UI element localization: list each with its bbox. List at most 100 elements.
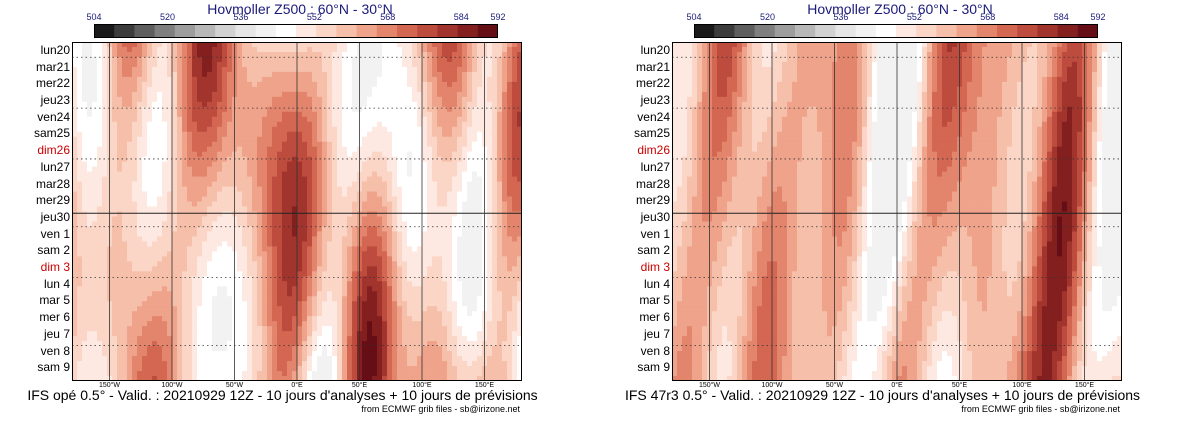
y-tick-label: dim26 <box>637 143 670 158</box>
colorbar-swatch <box>1077 24 1098 38</box>
y-tick-label: dim 3 <box>40 260 70 275</box>
x-tick-label: 150°W <box>98 382 121 389</box>
colorbar-swatch <box>936 24 958 38</box>
colorbar-swatch <box>376 24 398 38</box>
colorbar-tick-label: 552 <box>906 12 922 22</box>
colorbar-swatch <box>1057 24 1079 38</box>
y-tick-label: dim 3 <box>640 260 670 275</box>
colorbar-swatch <box>997 24 1018 38</box>
colorbar-tick-label: 584 <box>1053 12 1069 22</box>
colorbar-tick-label: 584 <box>453 12 469 22</box>
colorbar-swatch <box>215 24 236 38</box>
y-tick-label: mar28 <box>635 176 670 191</box>
y-tick-label: jeu23 <box>40 93 70 108</box>
y-tick-label: ven 8 <box>40 343 70 358</box>
colorbar-outline <box>94 24 498 38</box>
y-tick-label: ven24 <box>37 109 70 124</box>
x-axis-labels: 150°W 100°W 50°W 0°E 50°E 100°E 150°E <box>72 382 522 392</box>
colorbar-swatch <box>195 24 216 38</box>
colorbar-swatch <box>235 24 257 38</box>
chart-footer: IFS 47r3 0.5° - Valid. : 20210929 12Z - … <box>624 387 1141 403</box>
y-tick-label: mer29 <box>35 193 70 208</box>
plot-frame <box>72 42 522 381</box>
colorbar-swatch <box>956 24 978 38</box>
colorbar-swatch <box>457 24 479 38</box>
colorbar-tick-label: 592 <box>1090 12 1106 22</box>
y-tick-label: lun 4 <box>43 276 70 291</box>
y-tick-label: mer 6 <box>39 310 70 325</box>
y-tick-label: dim26 <box>37 143 70 158</box>
y-tick-label: mer22 <box>35 76 70 91</box>
x-tick-label: 100°E <box>1012 382 1032 389</box>
colorbar-swatch <box>296 24 317 38</box>
colorbar-swatch <box>134 24 156 38</box>
colorbar-swatch <box>94 24 115 38</box>
hovmoller-plot <box>72 42 522 381</box>
colorbar-swatch <box>174 24 196 38</box>
colorbar-swatch <box>815 24 836 38</box>
y-tick-label: sam 2 <box>37 243 70 258</box>
y-tick-label: ven 1 <box>640 226 670 241</box>
hovmoller-panel-ifs-ope: Hovmoller Z500 : 60°N - 30°N 504 520 536 55… <box>0 1 600 414</box>
colorbar-swatch <box>795 24 816 38</box>
colorbar-swatch <box>477 24 498 38</box>
x-tick-label: 50°W <box>225 382 244 389</box>
x-tick-label: 150°W <box>698 382 721 389</box>
colorbar <box>694 24 1098 38</box>
colorbar-swatch <box>114 24 135 38</box>
y-tick-label: mar21 <box>635 59 670 74</box>
y-tick-label: jeu 7 <box>643 326 670 341</box>
x-tick-label: 50°E <box>951 382 968 389</box>
y-tick-label: mer22 <box>635 76 670 91</box>
y-tick-label: jeu30 <box>40 209 70 224</box>
colorbar <box>94 24 498 38</box>
colorbar-swatch <box>734 24 756 38</box>
y-tick-label: jeu23 <box>640 93 670 108</box>
y-tick-label: sam 9 <box>637 360 670 375</box>
hovmoller-plot <box>672 42 1122 381</box>
colorbar-swatch <box>336 24 358 38</box>
y-tick-label: ven24 <box>637 109 670 124</box>
x-tick-label: 0°E <box>891 382 903 389</box>
y-tick-label: jeu 7 <box>43 326 70 341</box>
colorbar-swatch <box>417 24 438 38</box>
x-tick-label: 100°W <box>761 382 783 389</box>
y-tick-label: sam 2 <box>637 243 670 258</box>
colorbar-swatch <box>356 24 378 38</box>
hovmoller-panel-ifs-47r3: Hovmoller Z500 : 60°N - 30°N 504 520 536 55… <box>600 0 1200 424</box>
colorbar-swatch <box>275 24 297 38</box>
y-tick-label: lun20 <box>640 43 670 57</box>
y-tick-label: ven 1 <box>40 226 70 241</box>
source-credit: from ECMWF grib files - sb@irizone.net <box>361 404 520 414</box>
colorbar-tick-label: 504 <box>86 12 102 22</box>
x-tick-label: 150°E <box>474 382 495 389</box>
x-tick-label: 50°W <box>825 382 844 389</box>
colorbar-tick-labels: 504 520 536 552 568 584 592 <box>0 12 600 24</box>
colorbar-tick-label: 520 <box>759 12 775 22</box>
colorbar-swatch <box>896 24 917 38</box>
chart-footer: IFS opé 0.5° - Valid. : 20210929 12Z - 1… <box>27 387 538 403</box>
y-tick-label: mar28 <box>35 176 70 191</box>
y-tick-label: mar 5 <box>39 293 70 308</box>
y-tick-label: mer 6 <box>639 310 670 325</box>
y-tick-label: ven 8 <box>640 343 670 358</box>
source-credit: from ECMWF grib files - sb@irizone.net <box>961 404 1120 414</box>
colorbar-swatch <box>875 24 897 38</box>
colorbar-tick-label: 592 <box>490 12 506 22</box>
colorbar-swatch <box>976 24 998 38</box>
colorbar-swatch <box>774 24 796 38</box>
y-tick-label: mer29 <box>635 193 670 208</box>
x-tick-label: 50°E <box>351 382 368 389</box>
colorbar-tick-label: 520 <box>159 12 175 22</box>
y-tick-label: lun 4 <box>643 276 670 291</box>
y-tick-label: lun27 <box>640 159 670 174</box>
y-axis-labels: lun20 mar21 mer22 jeu23 ven24 sam25 dim26 lun27… <box>0 42 70 381</box>
colorbar-tick-label: 504 <box>686 12 702 22</box>
y-tick-label: mar 5 <box>639 293 670 308</box>
y-tick-label: lun20 <box>40 43 70 57</box>
colorbar-tick-label: 536 <box>833 12 849 22</box>
heatmap-field <box>72 42 522 381</box>
y-tick-label: sam 9 <box>37 360 70 375</box>
y-axis-labels: lun20 mar21 mer22 jeu23 ven24 sam25 dim26 lun27… <box>600 42 670 381</box>
chart-title: Hovmoller Z500 : 60°N - 30°N <box>207 1 393 17</box>
